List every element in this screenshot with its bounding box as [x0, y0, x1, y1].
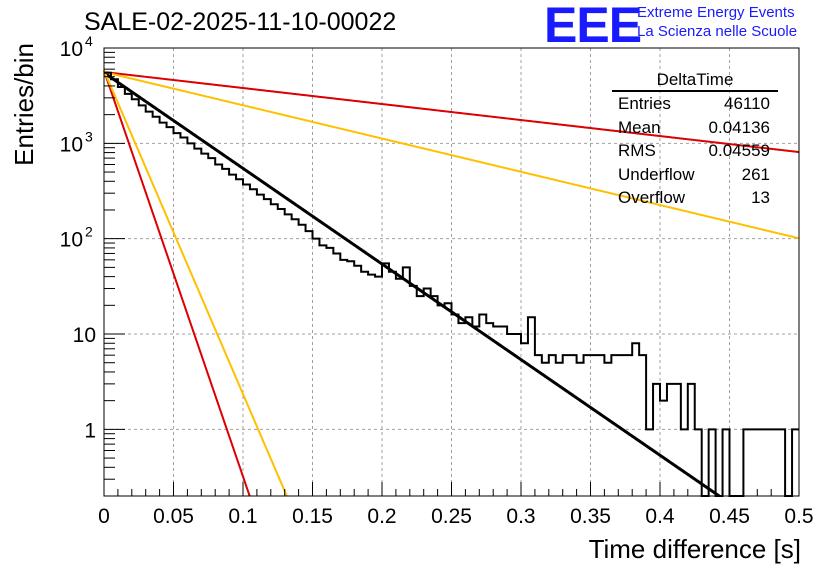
stats-label: Overflow [618, 188, 686, 207]
axis-ticks [103, 47, 800, 497]
stats-row: Underflow 261 [612, 163, 778, 187]
x-tick-label: 0.5 [784, 505, 813, 528]
logo-caption: Extreme Energy Events La Scienza nelle S… [637, 3, 797, 41]
x-tick-label: 0.35 [570, 505, 611, 528]
stats-value: 261 [741, 164, 770, 184]
orange-short-curve [103, 70, 288, 497]
stats-value: 46110 [723, 94, 770, 113]
y-tick-label: 10 [60, 133, 83, 156]
y-tick-label: 10 [60, 38, 83, 61]
x-tick-label: 0 [98, 505, 110, 528]
histogram [104, 71, 799, 497]
eee-logo: EEE [544, 0, 642, 53]
x-tick-label: 0.45 [709, 505, 750, 528]
stats-row: Entries 46110 [612, 92, 778, 116]
histogram-steps [104, 71, 799, 497]
stats-value: 0.04136 [708, 117, 770, 137]
logo-line-2: La Scienza nelle Scuole [637, 23, 798, 40]
y-tick-exponent: 3 [85, 128, 93, 144]
stats-row: Mean 0.04136 [612, 116, 778, 140]
x-axis-label: Time difference [s] [589, 534, 801, 564]
y-tick-label: 10 [60, 229, 83, 252]
x-tick-label: 0.4 [645, 505, 675, 528]
stats-label: Underflow [618, 164, 695, 184]
x-tick-label: 0.3 [506, 505, 535, 528]
stats-box: DeltaTime Entries 46110 Mean 0.04136 RMS 0.… [612, 70, 778, 210]
stats-value: 0.04559 [708, 141, 770, 160]
y-tick-label: 10 [73, 324, 96, 347]
stats-name: DeltaTime [612, 70, 778, 92]
y-tick-label: 1 [84, 419, 96, 442]
stats-label: Mean [618, 117, 661, 137]
axis-tick-labels: 0 0.05 0.1 0.15 0.2 0.25 0.3 0.35 0.4 0.45 0.5 1 10 1… [60, 33, 814, 528]
stats-label: Entries [618, 94, 671, 113]
y-tick-exponent: 4 [85, 33, 93, 49]
x-tick-label: 0.25 [431, 505, 472, 528]
x-tick-label: 0.15 [292, 505, 333, 528]
logo-line-1: Extreme Energy Events [637, 4, 795, 21]
stats-row: Overflow 13 [612, 186, 778, 210]
x-tick-label: 0.2 [367, 505, 396, 528]
red-long-curve [103, 71, 800, 154]
red-short-curve [103, 70, 251, 497]
y-tick-exponent: 2 [85, 224, 93, 240]
stats-label: RMS [618, 141, 656, 160]
x-tick-label: 0.1 [228, 505, 257, 528]
stats-row: RMS 0.04559 [612, 139, 778, 163]
x-tick-label: 0.05 [153, 505, 194, 528]
stats-value: 13 [751, 188, 770, 207]
chart-title: SALE-02-2025-11-10-00022 [84, 8, 397, 36]
orange-long-curve [103, 71, 800, 240]
y-axis-label: Entries/bin [9, 43, 39, 166]
